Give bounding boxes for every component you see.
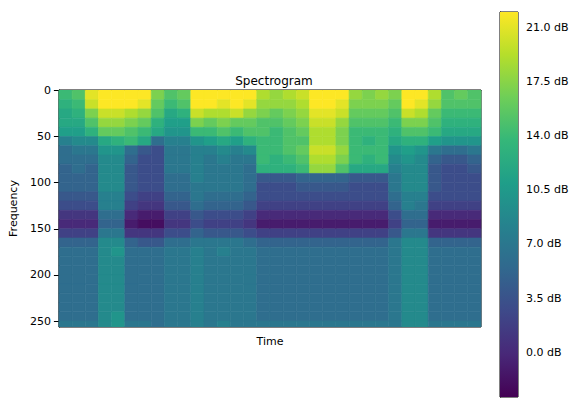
- svg-text:100: 100: [30, 176, 51, 189]
- svg-text:21.0 dB: 21.0 dB: [526, 21, 569, 34]
- svg-text:200: 200: [30, 268, 51, 281]
- svg-text:0: 0: [44, 84, 51, 97]
- svg-text:0.0 dB: 0.0 dB: [526, 346, 562, 359]
- svg-text:7.0 dB: 7.0 dB: [526, 237, 562, 250]
- svg-text:10.5 dB: 10.5 dB: [526, 183, 569, 196]
- svg-text:Spectrogram: Spectrogram: [235, 74, 313, 88]
- svg-text:17.5 dB: 17.5 dB: [526, 75, 569, 88]
- svg-text:Time: Time: [255, 335, 283, 348]
- svg-text:Frequency: Frequency: [7, 180, 20, 237]
- svg-text:50: 50: [37, 130, 51, 143]
- svg-text:250: 250: [30, 315, 51, 328]
- svg-text:3.5 dB: 3.5 dB: [526, 292, 562, 305]
- svg-text:150: 150: [30, 222, 51, 235]
- svg-text:14.0 dB: 14.0 dB: [526, 129, 569, 142]
